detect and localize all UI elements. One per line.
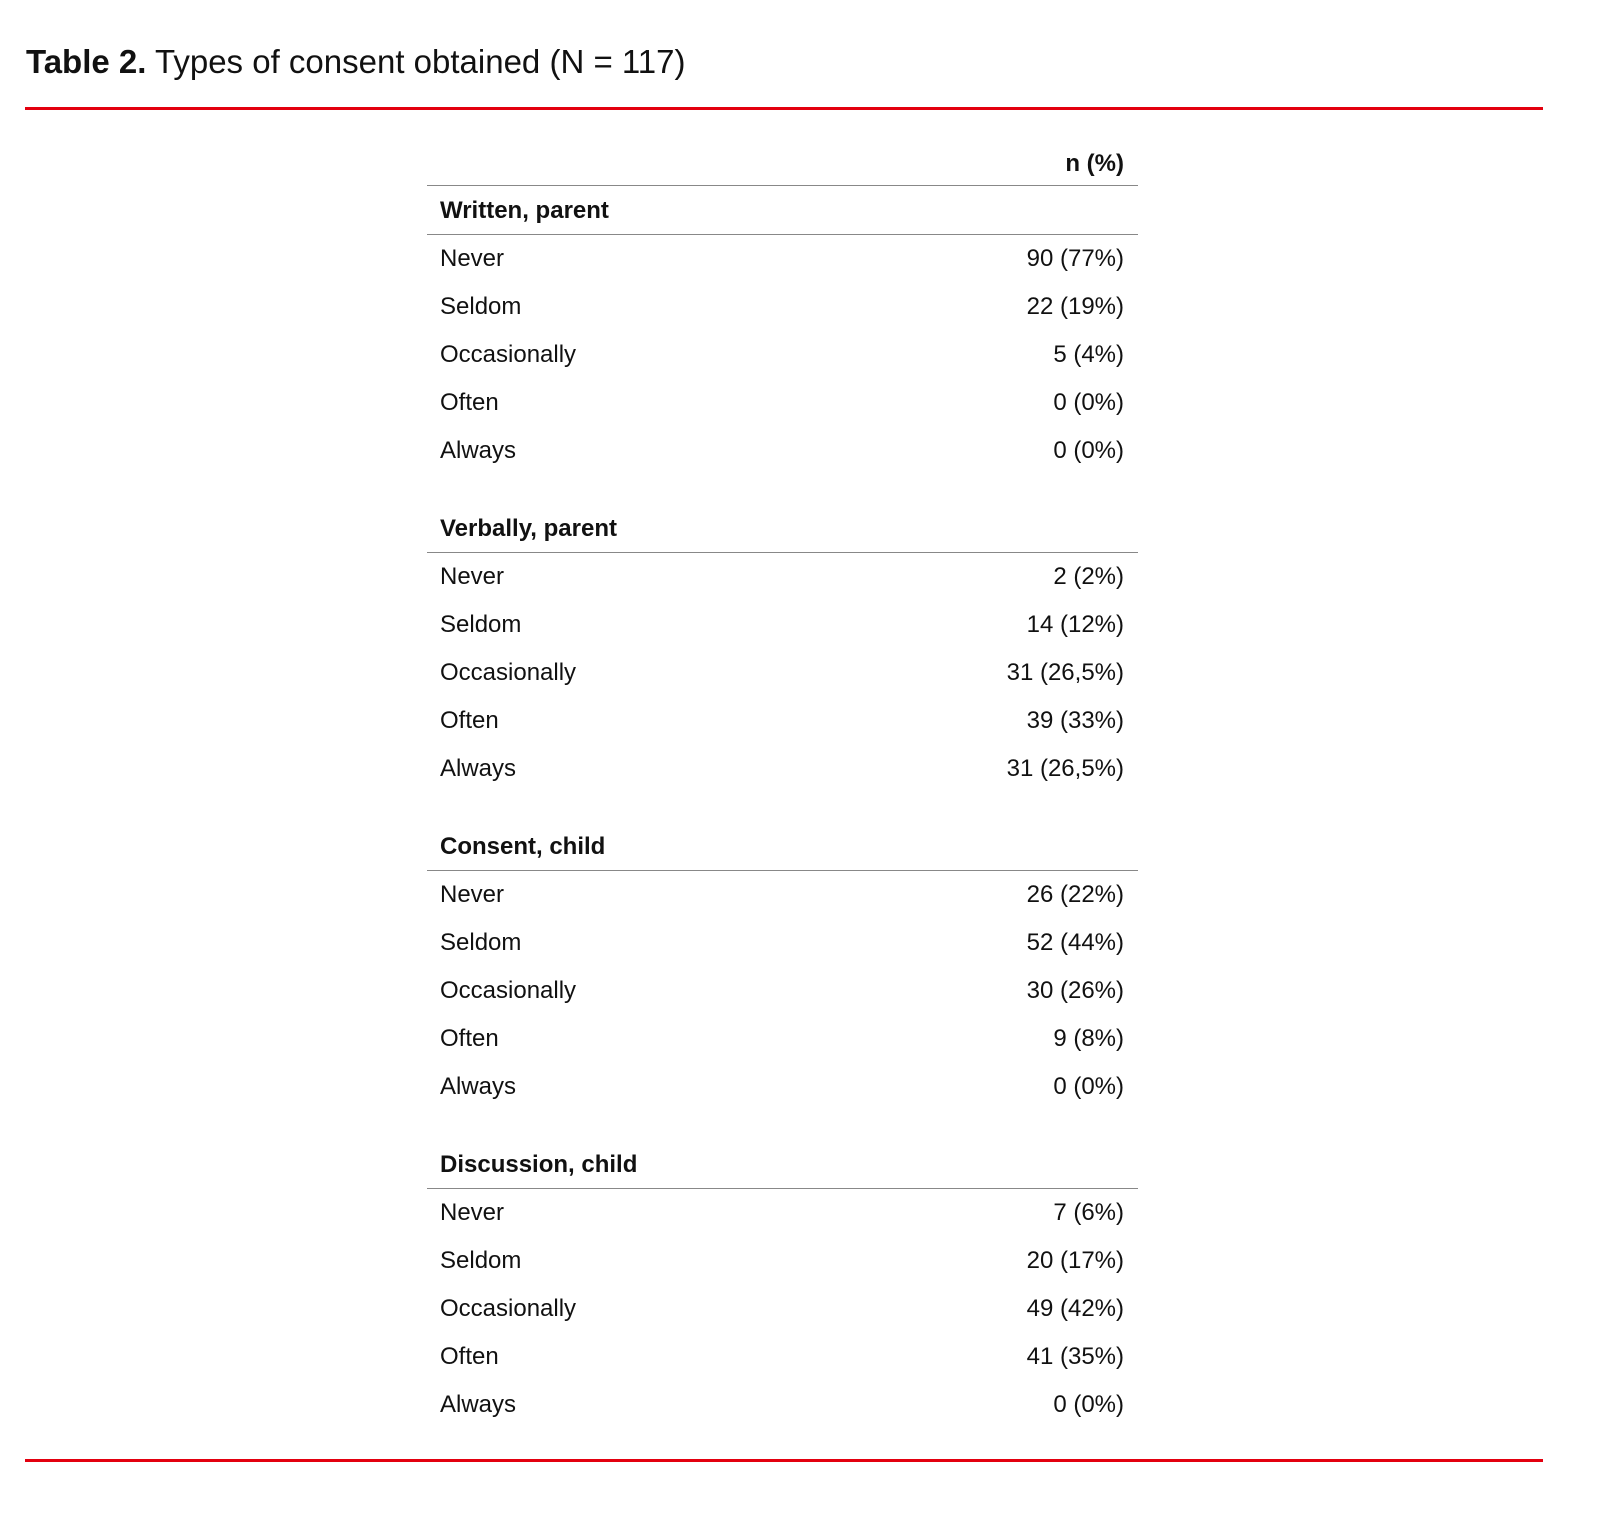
- row-label: Occasionally: [440, 977, 577, 1004]
- table-row: Never 2 (2%): [427, 553, 1138, 601]
- table-row: Seldom 22 (19%): [427, 283, 1138, 331]
- table-row: Occasionally 5 (4%): [427, 331, 1138, 379]
- table-row: Often 39 (33%): [427, 697, 1138, 745]
- row-label: Always: [440, 1073, 517, 1100]
- column-header: n (%): [427, 143, 1138, 186]
- top-red-rule: [25, 107, 1543, 110]
- table-row: Often 0 (0%): [427, 379, 1138, 427]
- row-value: 41 (35%): [1026, 1343, 1124, 1370]
- table-label: Table 2.: [26, 43, 147, 80]
- row-label: Never: [440, 881, 505, 908]
- row-value: 0 (0%): [1053, 1073, 1124, 1100]
- row-value: 20 (17%): [1026, 1247, 1124, 1274]
- row-label: Never: [440, 1199, 505, 1226]
- table-title: Types of consent obtained (N = 117): [155, 43, 686, 80]
- group-spacer: [427, 1111, 1138, 1140]
- row-value: 31 (26,5%): [1006, 755, 1124, 782]
- table-row: Often 41 (35%): [427, 1333, 1138, 1381]
- table-row: Seldom 52 (44%): [427, 919, 1138, 967]
- row-value: 0 (0%): [1053, 1391, 1124, 1418]
- row-value: 26 (22%): [1026, 881, 1124, 908]
- row-value: 49 (42%): [1026, 1295, 1124, 1322]
- table-caption: Table 2. Types of consent obtained (N = …: [26, 40, 685, 84]
- row-value: 31 (26,5%): [1006, 659, 1124, 686]
- table-row: Never 90 (77%): [427, 235, 1138, 283]
- row-label: Seldom: [440, 1247, 522, 1274]
- table-row: Never 7 (6%): [427, 1189, 1138, 1237]
- consent-table: n (%) Written, parent Never 90 (77%) Seldom…: [427, 143, 1138, 1429]
- row-label: Always: [440, 755, 517, 782]
- table-row: Always 31 (26,5%): [427, 745, 1138, 793]
- table-row: Occasionally 49 (42%): [427, 1285, 1138, 1333]
- row-value: 7 (6%): [1053, 1199, 1124, 1226]
- group-header: Verbally, parent: [427, 504, 1138, 553]
- table-row: Occasionally 31 (26,5%): [427, 649, 1138, 697]
- group-spacer: [427, 793, 1138, 822]
- row-label: Often: [440, 1343, 499, 1370]
- row-label: Seldom: [440, 611, 522, 638]
- table-row: Often 9 (8%): [427, 1015, 1138, 1063]
- row-value: 0 (0%): [1053, 389, 1124, 416]
- row-value: 90 (77%): [1026, 245, 1124, 272]
- row-label: Never: [440, 245, 505, 272]
- group-header: Consent, child: [427, 822, 1138, 871]
- table-row: Always 0 (0%): [427, 1381, 1138, 1429]
- row-value: 5 (4%): [1053, 341, 1124, 368]
- row-value: 39 (33%): [1026, 707, 1124, 734]
- row-value: 9 (8%): [1053, 1025, 1124, 1052]
- group-header: Discussion, child: [427, 1140, 1138, 1189]
- row-label: Occasionally: [440, 1295, 577, 1322]
- row-value: 0 (0%): [1053, 437, 1124, 464]
- row-label: Often: [440, 707, 499, 734]
- bottom-red-rule: [25, 1459, 1543, 1462]
- row-label: Occasionally: [440, 659, 577, 686]
- row-value: 30 (26%): [1026, 977, 1124, 1004]
- table-row: Occasionally 30 (26%): [427, 967, 1138, 1015]
- row-label: Seldom: [440, 929, 522, 956]
- row-label: Always: [440, 437, 517, 464]
- row-value: 22 (19%): [1026, 293, 1124, 320]
- row-label: Always: [440, 1391, 517, 1418]
- table-row: Never 26 (22%): [427, 871, 1138, 919]
- group-spacer: [427, 475, 1138, 504]
- row-value: 14 (12%): [1026, 611, 1124, 638]
- row-label: Occasionally: [440, 341, 577, 368]
- group-header: Written, parent: [427, 186, 1138, 235]
- row-label: Often: [440, 1025, 499, 1052]
- table-row: Always 0 (0%): [427, 427, 1138, 475]
- row-value: 2 (2%): [1053, 563, 1124, 590]
- row-label: Often: [440, 389, 499, 416]
- table-row: Always 0 (0%): [427, 1063, 1138, 1111]
- row-label: Never: [440, 563, 505, 590]
- row-label: Seldom: [440, 293, 522, 320]
- table-row: Seldom 14 (12%): [427, 601, 1138, 649]
- row-value: 52 (44%): [1026, 929, 1124, 956]
- table-row: Seldom 20 (17%): [427, 1237, 1138, 1285]
